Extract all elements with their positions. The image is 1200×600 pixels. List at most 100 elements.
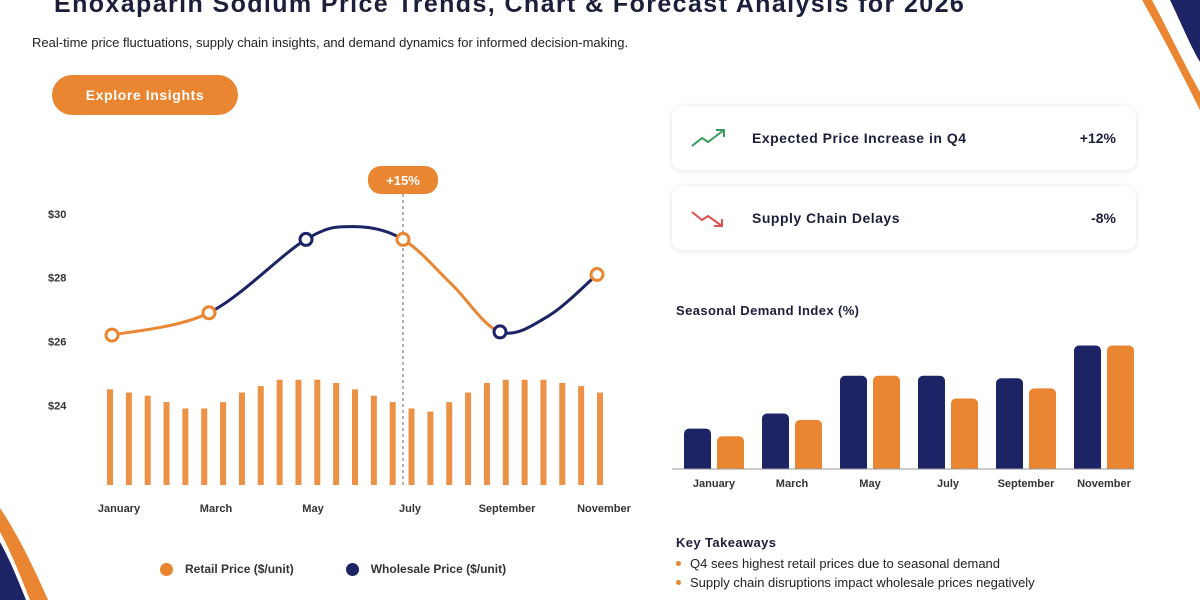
- price-bar: [201, 408, 208, 485]
- takeaway-item: Supply chain disruptions impact wholesal…: [676, 575, 1035, 590]
- price-bar: [559, 382, 566, 485]
- demand-bar: [684, 428, 711, 469]
- y-axis-ticks: $30 $28 $26 $24: [48, 209, 67, 412]
- metric-label: Expected Price Increase in Q4: [752, 130, 967, 146]
- price-bar: [408, 408, 415, 485]
- trend-down-icon: [691, 211, 723, 227]
- demand-bar-base: [840, 463, 867, 469]
- demand-bar: [918, 375, 945, 469]
- x-tick-label: March: [200, 503, 233, 515]
- page-subtitle: Real-time price fluctuations, supply cha…: [32, 35, 629, 50]
- price-bar: [182, 408, 189, 485]
- y-tick-label: $30: [48, 209, 66, 221]
- price-bar: [314, 379, 321, 485]
- price-bar: [276, 379, 283, 485]
- chart-legend: Retail Price ($/unit) Wholesale Price ($…: [160, 562, 506, 576]
- demand-bar: [717, 436, 744, 469]
- price-point: [492, 324, 508, 340]
- demand-bar: [762, 413, 789, 469]
- takeaways-title: Key Takeaways: [676, 535, 777, 550]
- metric-value: -8%: [1091, 210, 1116, 226]
- legend-dot-retail: [160, 562, 173, 576]
- metric-label: Supply Chain Delays: [752, 210, 900, 226]
- price-bar: [295, 379, 302, 485]
- price-bar: [370, 395, 377, 485]
- demand-bar-base: [762, 463, 789, 469]
- price-line-segment: [450, 282, 502, 334]
- price-bar: [427, 411, 434, 485]
- annotation-badge: [368, 166, 438, 194]
- legend-item-retail: Retail Price ($/unit): [160, 562, 294, 576]
- price-point: [298, 231, 314, 247]
- corner-decoration-top-right: [1142, 0, 1200, 110]
- demand-x-label: July: [937, 478, 960, 490]
- demand-bar: [1074, 345, 1101, 469]
- page-title: Enoxaparin Sodium Price Trends, Chart & …: [54, 0, 966, 18]
- line-markers: [104, 231, 605, 343]
- demand-bar-base: [1107, 463, 1134, 469]
- price-line-segment: [401, 237, 453, 286]
- y-tick-label: $28: [48, 273, 66, 285]
- metric-value: +12%: [1079, 130, 1116, 146]
- price-line-segment: [353, 225, 405, 241]
- price-bar: [257, 386, 264, 485]
- demand-x-label: November: [1077, 478, 1132, 490]
- demand-bar: [1029, 388, 1056, 469]
- price-point: [201, 305, 217, 321]
- metric-card-supply-delays[interactable]: Supply Chain Delays -8%: [672, 186, 1136, 250]
- legend-label-retail: Retail Price ($/unit): [185, 562, 294, 576]
- x-tick-label: July: [399, 503, 422, 515]
- x-axis-labels: January March May July September November: [98, 503, 632, 515]
- demand-bar-base: [951, 463, 978, 469]
- price-bar: [540, 379, 547, 485]
- price-bar: [220, 402, 227, 485]
- corner-decoration-bottom-left: [0, 508, 48, 600]
- y-tick-label: $24: [48, 400, 67, 412]
- price-bar: [125, 392, 132, 485]
- demand-bar-base: [996, 463, 1023, 469]
- price-line-segment: [110, 311, 211, 337]
- x-tick-label: January: [98, 503, 141, 515]
- price-line-segment: [547, 272, 599, 318]
- demand-bar: [873, 375, 900, 469]
- demand-bar-base: [795, 463, 822, 469]
- demand-bar-base: [684, 463, 711, 469]
- demand-bar-base: [1074, 463, 1101, 469]
- annotation-label: +15%: [386, 173, 420, 188]
- price-bar: [502, 379, 509, 485]
- metric-card-price-increase[interactable]: Expected Price Increase in Q4 +12%: [672, 106, 1136, 170]
- key-takeaways: Key Takeaways Q4 sees highest retail pri…: [676, 535, 1035, 594]
- demand-bar-base: [717, 463, 744, 469]
- price-line-segment: [207, 237, 308, 315]
- demand-chart-title: Seasonal Demand Index (%): [676, 303, 860, 318]
- annotation-callout: +15%: [368, 166, 438, 194]
- demand-x-label: January: [693, 478, 736, 490]
- price-point: [395, 231, 411, 247]
- demand-bar-base: [873, 463, 900, 469]
- y-tick-label: $26: [48, 336, 66, 348]
- x-tick-label: May: [302, 503, 324, 515]
- price-bar: [163, 402, 170, 485]
- x-tick-label: November: [577, 503, 632, 515]
- price-bar: [578, 386, 585, 485]
- bar-series: [107, 379, 603, 485]
- legend-label-wholesale: Wholesale Price ($/unit): [370, 562, 507, 576]
- explore-insights-button[interactable]: Explore Insights: [52, 75, 238, 115]
- x-tick-label: September: [479, 503, 537, 515]
- price-bar: [144, 395, 151, 485]
- takeaway-item: Q4 sees highest retail prices due to sea…: [676, 556, 1035, 571]
- demand-bar: [840, 375, 867, 469]
- demand-x-labels: January March May July September November: [693, 478, 1132, 490]
- price-bar: [521, 379, 528, 485]
- demand-bar-base: [918, 463, 945, 469]
- demand-x-label: September: [998, 478, 1056, 490]
- line-series: [110, 225, 599, 337]
- demand-bar-base: [1029, 463, 1056, 469]
- bullet-icon: [676, 561, 681, 566]
- seasonal-demand-chart: January March May July September November: [672, 345, 1134, 490]
- price-bar: [352, 389, 358, 485]
- bullet-icon: [676, 580, 681, 585]
- demand-x-label: May: [859, 478, 881, 490]
- price-bar: [465, 392, 472, 485]
- price-bar: [597, 392, 603, 485]
